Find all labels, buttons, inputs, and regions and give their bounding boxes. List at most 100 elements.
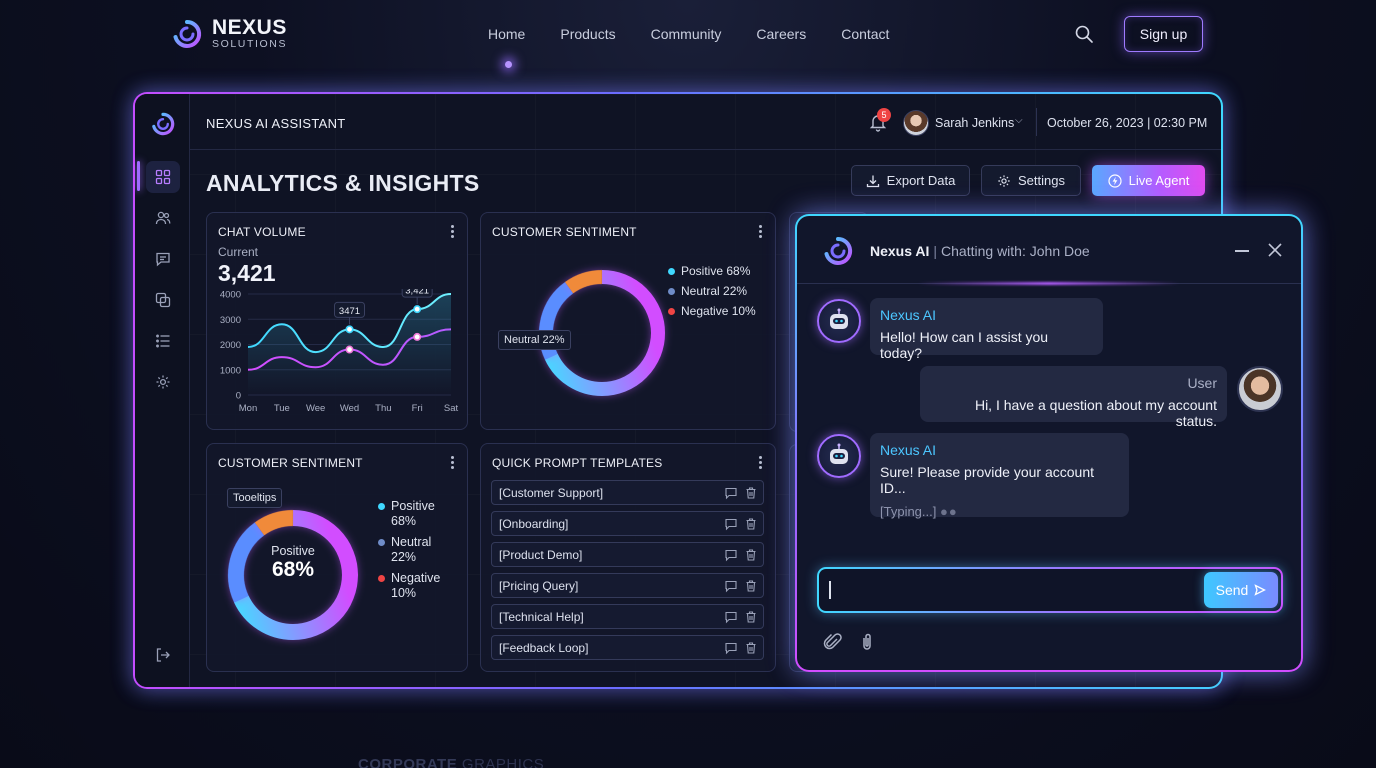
assistant-title: NEXUS AI ASSISTANT xyxy=(206,116,346,131)
x-tick-label: Thu xyxy=(375,403,391,414)
sidebar-item-dashboard[interactable] xyxy=(146,161,180,193)
trash-icon[interactable] xyxy=(744,486,758,500)
donut-center-value: 68% xyxy=(271,558,315,581)
user-message: User Hi, I have a question about my acco… xyxy=(920,366,1227,429)
legend-positive: Positive 68% xyxy=(378,499,440,529)
bot-message: Nexus AI Sure! Please provide your accou… xyxy=(870,433,1129,519)
comment-icon[interactable] xyxy=(724,517,738,531)
gear-icon xyxy=(998,174,1010,187)
prompt-template-label: [Feedback Loop] xyxy=(499,640,589,655)
trash-icon[interactable] xyxy=(744,579,758,593)
title-separator: | xyxy=(933,243,938,259)
sidebar-item-copy[interactable] xyxy=(146,284,180,316)
settings-label: Settings xyxy=(1018,173,1065,188)
settings-button[interactable]: Settings xyxy=(981,165,1081,196)
search-icon[interactable] xyxy=(1074,24,1094,44)
robot-icon xyxy=(830,308,848,329)
typing-dots: ●● xyxy=(940,504,958,519)
notification-badge: 5 xyxy=(877,108,891,122)
nav-community[interactable]: Community xyxy=(650,26,722,42)
quick-prompt-templates-card: QUICK PROMPT TEMPLATES [Customer Support… xyxy=(480,443,776,672)
more-options-icon[interactable] xyxy=(755,455,765,469)
close-icon[interactable] xyxy=(1267,242,1283,258)
more-options-icon[interactable] xyxy=(447,455,457,469)
page-title: ANALYTICS & INSIGHTS xyxy=(206,170,480,196)
prompt-template-item[interactable]: [Pricing Query] xyxy=(491,573,764,598)
prompt-template-item[interactable]: [Technical Help] xyxy=(491,604,764,629)
brand-subtitle: SOLUTIONS xyxy=(212,38,288,50)
legend-negative: Negative 10% xyxy=(668,301,756,321)
trash-icon[interactable] xyxy=(744,641,758,655)
comment-icon[interactable] xyxy=(724,486,738,500)
prompt-template-item[interactable]: [Feedback Loop] xyxy=(491,635,764,660)
chat-header: Nexus AI | Chatting with: John Doe xyxy=(797,216,1301,285)
more-options-icon[interactable] xyxy=(755,224,765,238)
trash-icon[interactable] xyxy=(744,548,758,562)
attachment-icon[interactable] xyxy=(823,632,843,652)
legend-positive-value: 68% xyxy=(391,514,417,528)
x-tick-label: Sat xyxy=(444,403,459,414)
legend-neutral: Neutral 22% xyxy=(668,281,756,301)
card-title: CHAT VOLUME xyxy=(218,225,306,239)
y-tick-label: 1000 xyxy=(220,365,241,376)
datetime: October 26, 2023 | 02:30 PM xyxy=(1047,116,1208,130)
legend-positive-label: Positive xyxy=(391,499,435,513)
send-icon xyxy=(1254,584,1267,596)
sentiment-legend: Positive 68% Neutral 22% Negative 10% xyxy=(668,261,756,321)
live-agent-button[interactable]: Live Agent xyxy=(1092,165,1205,196)
avatar xyxy=(1237,366,1283,412)
nav-careers[interactable]: Careers xyxy=(756,26,807,42)
prompt-template-item[interactable]: [Product Demo] xyxy=(491,542,764,567)
sidebar-item-users[interactable] xyxy=(146,202,180,234)
comment-icon[interactable] xyxy=(724,548,738,562)
data-label-box xyxy=(401,289,433,298)
trash-icon[interactable] xyxy=(744,610,758,624)
chat-icon xyxy=(156,252,170,267)
message-text: Hi, I have a question about my account s… xyxy=(974,397,1217,429)
sidebar-item-messages[interactable] xyxy=(146,243,180,275)
chevron-down-icon[interactable]: ⌵ xyxy=(1015,115,1023,126)
comment-icon[interactable] xyxy=(724,641,738,655)
export-data-button[interactable]: Export Data xyxy=(851,165,970,196)
send-button[interactable]: Send xyxy=(1204,572,1278,608)
grid-icon xyxy=(155,169,171,185)
sidebar-item-list[interactable] xyxy=(146,325,180,357)
avatar[interactable] xyxy=(903,110,929,136)
prompt-template-item[interactable]: [Onboarding] xyxy=(491,511,764,536)
sidebar-item-logout[interactable] xyxy=(146,639,180,671)
minimize-icon[interactable] xyxy=(1235,250,1249,252)
donut-slice-negative xyxy=(228,510,358,640)
legend-neutral-label: Neutral 22% xyxy=(681,284,748,298)
user-name[interactable]: Sarah Jenkins xyxy=(935,116,1015,130)
nav-home[interactable]: Home xyxy=(488,26,526,42)
comment-icon[interactable] xyxy=(724,579,738,593)
sidebar-item-settings[interactable] xyxy=(146,366,180,398)
card-title: CUSTOMER SENTIMENT xyxy=(492,225,637,239)
legend-negative-label: Negative 10% xyxy=(681,304,756,318)
nexus-swirl-icon[interactable] xyxy=(151,112,175,136)
live-agent-label: Live Agent xyxy=(1128,173,1190,188)
nav-products[interactable]: Products xyxy=(560,26,616,42)
data-point xyxy=(345,345,354,354)
sign-up-button[interactable]: Sign up xyxy=(1124,16,1203,52)
tooltip: Tooeltips xyxy=(227,488,283,508)
data-point xyxy=(413,305,422,314)
background-footer-text: CORPORATE GRAPHICS xyxy=(358,756,544,768)
nav-contact[interactable]: Contact xyxy=(841,26,890,42)
prompt-template-item[interactable]: [Customer Support] xyxy=(491,480,764,505)
data-point xyxy=(413,332,422,341)
brand-logo[interactable]: NEXUS SOLUTIONS xyxy=(172,17,288,50)
prompt-template-label: [Customer Support] xyxy=(499,485,604,500)
x-tick-label: Mon xyxy=(239,403,257,414)
trash-icon[interactable] xyxy=(744,517,758,531)
customer-sentiment-card-2: CUSTOMER SENTIMENT Tooeltips Positive 68… xyxy=(206,443,468,672)
chat-message-input[interactable]: Send xyxy=(817,567,1283,613)
sentiment-legend: Positive 68% Neutral 22% Negative 10% xyxy=(378,499,440,601)
more-options-icon[interactable] xyxy=(447,224,457,238)
x-tick-label: Wee xyxy=(306,403,325,414)
paperclip-icon[interactable] xyxy=(857,632,877,652)
nexus-swirl-icon xyxy=(824,236,853,265)
legend-neutral-value: 22% xyxy=(391,550,417,564)
comment-icon[interactable] xyxy=(724,610,738,624)
sentiment-donut-chart xyxy=(539,270,665,396)
